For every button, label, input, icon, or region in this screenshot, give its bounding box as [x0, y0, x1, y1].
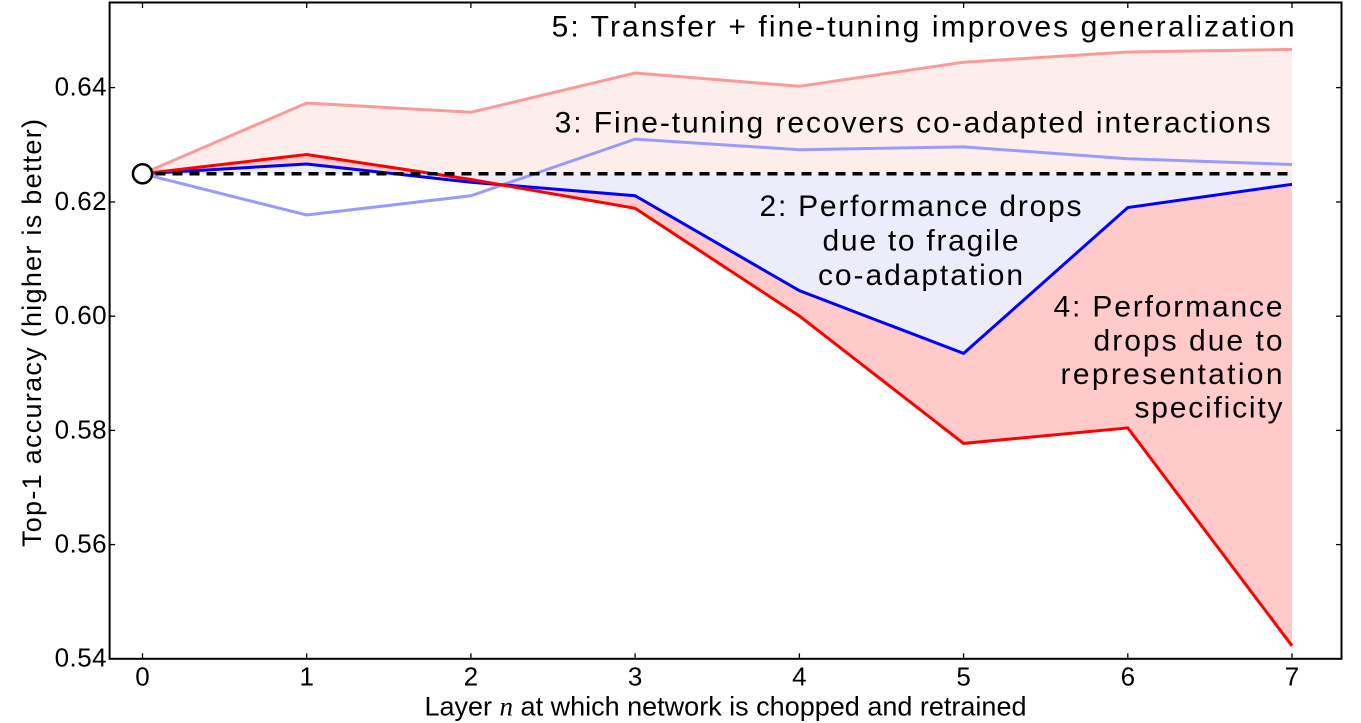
svg-text:4: 4	[792, 662, 806, 692]
svg-text:6: 6	[1121, 662, 1135, 692]
svg-text:0: 0	[135, 662, 149, 692]
svg-text:0.54: 0.54	[55, 643, 107, 673]
svg-text:drops due to: drops due to	[1094, 325, 1283, 358]
svg-text:0.56: 0.56	[55, 529, 107, 559]
svg-text:0.58: 0.58	[55, 414, 107, 444]
svg-text:2: Performance drops: 2: Performance drops	[760, 190, 1082, 223]
svg-text:Top-1 accuracy (higher is bett: Top-1 accuracy (higher is better)	[17, 119, 47, 547]
svg-text:1: 1	[299, 662, 313, 692]
svg-text:5: Transfer + fine-tuning impr: 5: Transfer + fine-tuning improves gener…	[552, 11, 1295, 44]
svg-text:4: Performance: 4: Performance	[1054, 291, 1283, 324]
svg-text:3: Fine-tuning recovers co-ada: 3: Fine-tuning recovers co-adapted inter…	[555, 107, 1271, 140]
svg-text:2: 2	[464, 662, 478, 692]
svg-text:Layer n at which network is ch: Layer n at which network is chopped and …	[425, 692, 1027, 722]
svg-text:0.60: 0.60	[55, 300, 107, 330]
svg-text:representation: representation	[1061, 358, 1283, 391]
svg-text:co-adaptation: co-adaptation	[818, 259, 1023, 292]
svg-text:5: 5	[956, 662, 970, 692]
svg-text:due to fragile: due to fragile	[823, 225, 1019, 258]
svg-text:0.64: 0.64	[55, 72, 107, 102]
svg-text:specificity: specificity	[1135, 392, 1283, 425]
svg-text:7: 7	[1285, 662, 1299, 692]
svg-text:0.62: 0.62	[55, 186, 107, 216]
svg-text:3: 3	[628, 662, 642, 692]
